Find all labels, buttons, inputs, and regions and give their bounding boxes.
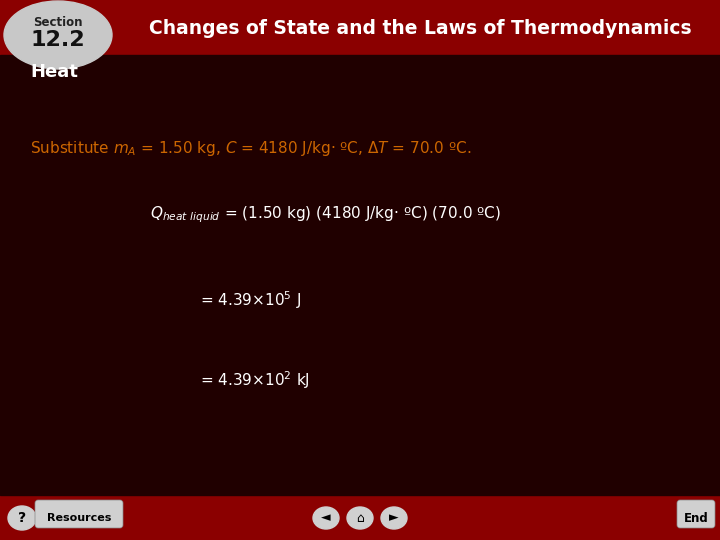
FancyBboxPatch shape: [677, 500, 715, 528]
Ellipse shape: [381, 507, 407, 529]
Bar: [0, 0, 720, 55]
Text: Section: Section: [33, 16, 83, 29]
Text: = 4.39$\times$10$^2$ kJ: = 4.39$\times$10$^2$ kJ: [200, 369, 310, 391]
Ellipse shape: [4, 1, 112, 69]
Ellipse shape: [8, 506, 36, 530]
Text: ◄: ◄: [321, 511, 330, 524]
Text: End: End: [683, 511, 708, 524]
Bar: [0, 495, 720, 540]
Text: 12.2: 12.2: [31, 30, 85, 50]
Text: Changes of State and the Laws of Thermodynamics: Changes of State and the Laws of Thermod…: [149, 18, 691, 37]
Text: $Q_{heat\ liquid}$ = (1.50 kg) (4180 J/kg· ºC) (70.0 ºC): $Q_{heat\ liquid}$ = (1.50 kg) (4180 J/k…: [150, 205, 501, 225]
FancyBboxPatch shape: [35, 500, 123, 528]
Text: = 4.39$\times$10$^5$ J: = 4.39$\times$10$^5$ J: [200, 289, 301, 311]
Ellipse shape: [347, 507, 373, 529]
Text: Substitute $m_A$ = 1.50 kg, $C$ = 4180 J/kg· ºC, Δ$T$ = 70.0 ºC.: Substitute $m_A$ = 1.50 kg, $C$ = 4180 J…: [30, 138, 472, 158]
Text: ►: ►: [390, 511, 399, 524]
Text: Resources: Resources: [47, 513, 111, 523]
Text: Heat: Heat: [30, 63, 78, 81]
Text: ?: ?: [18, 511, 26, 525]
Ellipse shape: [313, 507, 339, 529]
Bar: [0, 55, 720, 495]
Text: ⌂: ⌂: [356, 511, 364, 524]
